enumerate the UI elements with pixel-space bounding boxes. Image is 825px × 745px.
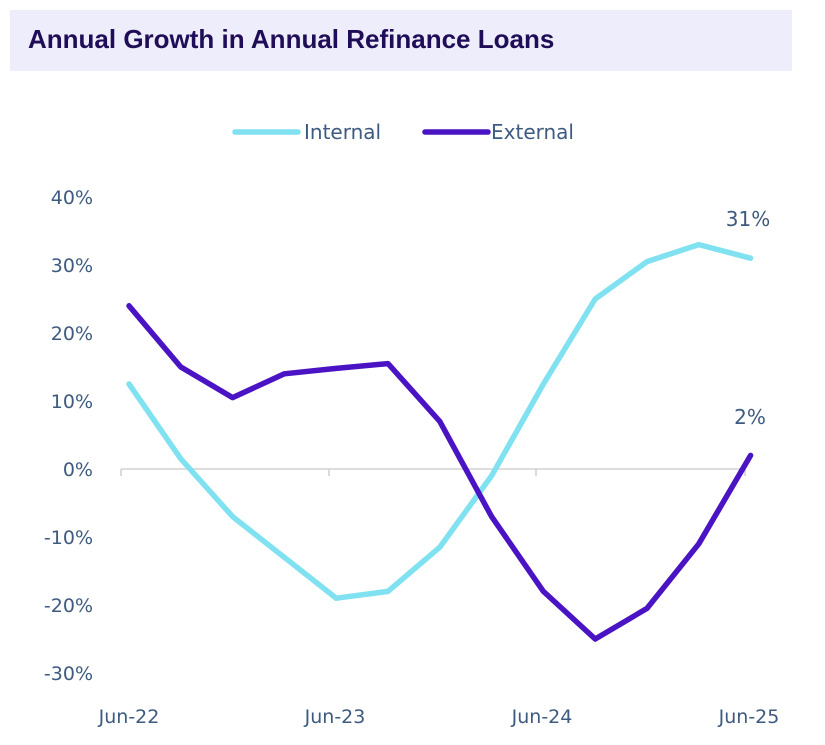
y-tick-label: 0% — [63, 459, 93, 481]
y-tick-label: -20% — [44, 595, 93, 617]
chart-title: Annual Growth in Annual Refinance Loans — [28, 24, 555, 54]
legend-label: External — [491, 120, 574, 144]
y-tick-label: 20% — [51, 323, 93, 345]
title-banner: Annual Growth in Annual Refinance Loans — [10, 10, 792, 71]
end-data-label: 31% — [726, 207, 770, 231]
x-tick-label: Jun-23 — [304, 706, 366, 728]
x-tick-label: Jun-25 — [718, 706, 780, 728]
y-tick-label: -30% — [44, 663, 93, 685]
external-line — [126, 303, 754, 642]
internal-line — [126, 241, 754, 601]
legend-label: Internal — [304, 120, 381, 144]
x-tick-label: Jun-22 — [98, 706, 160, 728]
y-tick-label: -10% — [44, 527, 93, 549]
y-tick-label: 30% — [51, 255, 93, 277]
y-tick-label: 40% — [51, 187, 93, 209]
end-data-label: 2% — [734, 405, 766, 429]
y-tick-label: 10% — [51, 391, 93, 413]
x-tick-label: Jun-24 — [511, 706, 573, 728]
